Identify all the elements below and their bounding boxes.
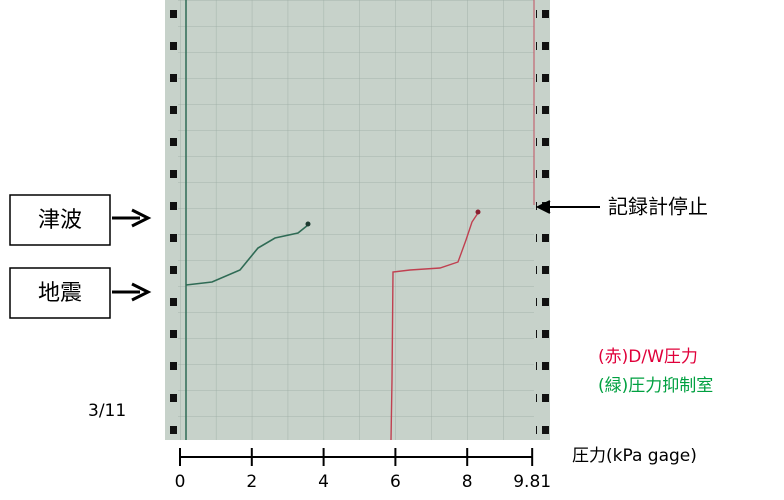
chart-paper [165,0,550,441]
red-legend: (赤)D/W圧力 [598,347,698,367]
recorder-stop-label: 記録計停止 [608,195,708,219]
earthquake-label: 地震 [38,281,82,306]
axis-label: 圧力(kPa gage) [572,446,697,466]
axis-tick-label: 0 [175,472,186,492]
date-label: 3/11 [88,401,126,421]
pressure-axis: 圧力(kPa gage) 0 2 4 6 8 9.81 [175,446,697,492]
annotations: 津波 地震 記録計停止 (赤)D/W圧力 (緑)圧力抑制室 3/11 [9,194,713,421]
axis-tick-label: 6 [390,472,401,492]
axis-tick-label: 2 [246,472,257,492]
axis-tick-label: 8 [462,472,473,492]
tsunami-label: 津波 [38,208,82,233]
axis-tick-label: 9.81 [513,472,551,492]
axis-tick-label: 4 [318,472,329,492]
green-legend: (緑)圧力抑制室 [598,376,713,396]
